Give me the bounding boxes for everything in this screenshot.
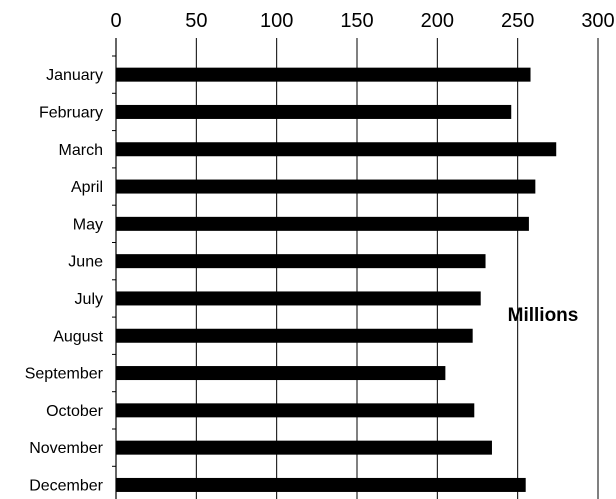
category-label-september: September [25,366,104,383]
category-label-june: June [68,254,103,271]
category-label-december: December [29,477,103,494]
category-label-august: August [53,328,103,345]
bar-february [116,104,512,119]
bar-june [116,254,486,269]
category-label-november: November [29,440,103,457]
x-tick-label-200: 200 [421,10,454,32]
bars [116,67,557,492]
x-tick-label-50: 50 [185,10,207,32]
category-label-may: May [73,216,103,233]
category-label-july: July [75,291,103,308]
category-label-april: April [71,179,103,196]
bar-december [116,477,526,492]
x-tick-label-300: 300 [581,10,614,32]
axes [112,38,117,499]
category-label-october: October [46,403,104,420]
bar-march [116,142,557,157]
category-label-march: March [59,142,103,159]
bar-january [116,67,531,82]
category-label-january: January [46,67,103,84]
category-label-february: February [39,104,103,121]
unit-label: Millions [508,305,579,326]
x-tick-label-250: 250 [501,10,534,32]
bar-september [116,366,446,381]
bar-may [116,216,529,231]
x-tick-label-150: 150 [340,10,373,32]
x-tick-label-0: 0 [110,10,121,32]
bar-november [116,440,492,455]
bar-october [116,403,475,418]
x-tick-labels: 0 50 100 150 200 250 300 [110,10,614,32]
bar-april [116,179,536,194]
bar-july [116,291,481,306]
category-labels: January February March April May June July Augu… [25,67,104,494]
x-tick-label-100: 100 [260,10,293,32]
bar-august [116,328,473,343]
